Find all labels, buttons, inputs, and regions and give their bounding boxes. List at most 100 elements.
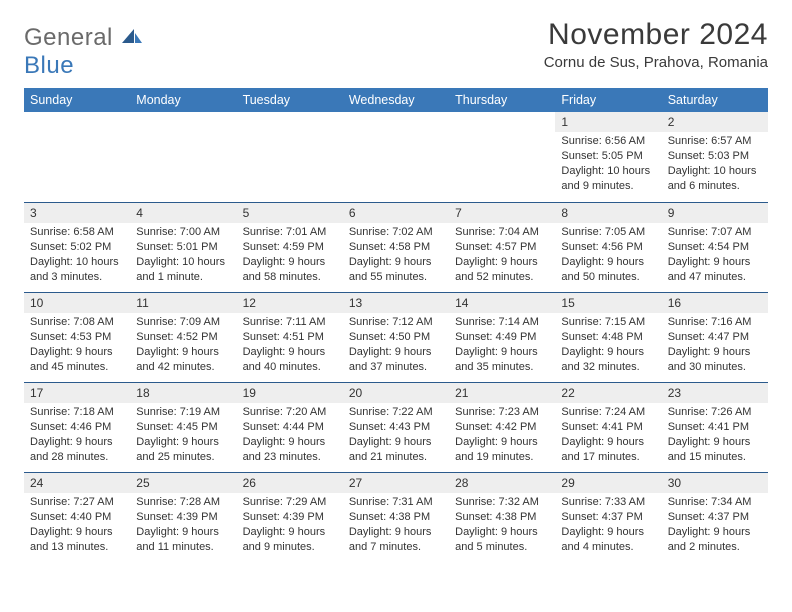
location-text: Cornu de Sus, Prahova, Romania xyxy=(544,54,768,71)
calendar-week-row: 1Sunrise: 6:56 AMSunset: 5:05 PMDaylight… xyxy=(24,112,768,202)
sunset-text: Sunset: 4:41 PM xyxy=(561,420,655,435)
daylight-text: Daylight: 10 hours and 1 minute. xyxy=(136,255,230,285)
sunset-text: Sunset: 4:53 PM xyxy=(30,330,124,345)
day-details: Sunrise: 7:14 AMSunset: 4:49 PMDaylight:… xyxy=(449,313,555,378)
day-number: 12 xyxy=(237,292,343,313)
sunset-text: Sunset: 4:41 PM xyxy=(668,420,762,435)
sunrise-text: Sunrise: 7:32 AM xyxy=(455,495,549,510)
calendar-day-cell: 9Sunrise: 7:07 AMSunset: 4:54 PMDaylight… xyxy=(662,202,768,292)
calendar-empty-cell xyxy=(237,112,343,202)
calendar-day-cell: 13Sunrise: 7:12 AMSunset: 4:50 PMDayligh… xyxy=(343,292,449,382)
day-details: Sunrise: 7:27 AMSunset: 4:40 PMDaylight:… xyxy=(24,493,130,558)
daylight-text: Daylight: 9 hours and 7 minutes. xyxy=(349,525,443,555)
day-details: Sunrise: 7:20 AMSunset: 4:44 PMDaylight:… xyxy=(237,403,343,468)
sunset-text: Sunset: 4:46 PM xyxy=(30,420,124,435)
calendar-day-cell: 21Sunrise: 7:23 AMSunset: 4:42 PMDayligh… xyxy=(449,382,555,472)
sunset-text: Sunset: 4:39 PM xyxy=(243,510,337,525)
day-number: 25 xyxy=(130,472,236,493)
day-details: Sunrise: 6:57 AMSunset: 5:03 PMDaylight:… xyxy=(662,132,768,197)
day-number: 15 xyxy=(555,292,661,313)
calendar-day-cell: 7Sunrise: 7:04 AMSunset: 4:57 PMDaylight… xyxy=(449,202,555,292)
day-details: Sunrise: 7:04 AMSunset: 4:57 PMDaylight:… xyxy=(449,223,555,288)
sunrise-text: Sunrise: 7:19 AM xyxy=(136,405,230,420)
daylight-text: Daylight: 9 hours and 55 minutes. xyxy=(349,255,443,285)
calendar-day-cell: 1Sunrise: 6:56 AMSunset: 5:05 PMDaylight… xyxy=(555,112,661,202)
sunset-text: Sunset: 4:43 PM xyxy=(349,420,443,435)
daylight-text: Daylight: 9 hours and 28 minutes. xyxy=(30,435,124,465)
day-number: 30 xyxy=(662,472,768,493)
sunrise-text: Sunrise: 7:11 AM xyxy=(243,315,337,330)
day-number: 14 xyxy=(449,292,555,313)
calendar-day-cell: 11Sunrise: 7:09 AMSunset: 4:52 PMDayligh… xyxy=(130,292,236,382)
calendar-empty-cell xyxy=(130,112,236,202)
daylight-text: Daylight: 10 hours and 3 minutes. xyxy=(30,255,124,285)
brand-logo: General Blue xyxy=(24,18,142,80)
calendar-day-cell: 25Sunrise: 7:28 AMSunset: 4:39 PMDayligh… xyxy=(130,472,236,562)
calendar-head: SundayMondayTuesdayWednesdayThursdayFrid… xyxy=(24,88,768,112)
sunrise-text: Sunrise: 7:09 AM xyxy=(136,315,230,330)
sunrise-text: Sunrise: 7:33 AM xyxy=(561,495,655,510)
day-details: Sunrise: 7:00 AMSunset: 5:01 PMDaylight:… xyxy=(130,223,236,288)
sunrise-text: Sunrise: 7:04 AM xyxy=(455,225,549,240)
title-block: November 2024 Cornu de Sus, Prahova, Rom… xyxy=(544,18,768,71)
sunrise-text: Sunrise: 7:31 AM xyxy=(349,495,443,510)
day-details: Sunrise: 7:18 AMSunset: 4:46 PMDaylight:… xyxy=(24,403,130,468)
sunrise-text: Sunrise: 6:57 AM xyxy=(668,134,762,149)
daylight-text: Daylight: 9 hours and 42 minutes. xyxy=(136,345,230,375)
calendar-day-cell: 12Sunrise: 7:11 AMSunset: 4:51 PMDayligh… xyxy=(237,292,343,382)
logo-general-text: General xyxy=(24,24,113,51)
day-details: Sunrise: 7:15 AMSunset: 4:48 PMDaylight:… xyxy=(555,313,661,378)
sunset-text: Sunset: 4:37 PM xyxy=(561,510,655,525)
day-details: Sunrise: 7:23 AMSunset: 4:42 PMDaylight:… xyxy=(449,403,555,468)
sunset-text: Sunset: 5:01 PM xyxy=(136,240,230,255)
calendar-day-cell: 23Sunrise: 7:26 AMSunset: 4:41 PMDayligh… xyxy=(662,382,768,472)
sunrise-text: Sunrise: 7:15 AM xyxy=(561,315,655,330)
sunrise-text: Sunrise: 7:00 AM xyxy=(136,225,230,240)
daylight-text: Daylight: 9 hours and 58 minutes. xyxy=(243,255,337,285)
day-number: 4 xyxy=(130,202,236,223)
sunrise-text: Sunrise: 7:23 AM xyxy=(455,405,549,420)
calendar-day-cell: 26Sunrise: 7:29 AMSunset: 4:39 PMDayligh… xyxy=(237,472,343,562)
daylight-text: Daylight: 9 hours and 35 minutes. xyxy=(455,345,549,375)
calendar-empty-cell xyxy=(343,112,449,202)
calendar-page: General Blue November 2024 Cornu de Sus,… xyxy=(0,0,792,612)
daylight-text: Daylight: 9 hours and 50 minutes. xyxy=(561,255,655,285)
daylight-text: Daylight: 9 hours and 9 minutes. xyxy=(243,525,337,555)
daylight-text: Daylight: 9 hours and 21 minutes. xyxy=(349,435,443,465)
day-details: Sunrise: 7:28 AMSunset: 4:39 PMDaylight:… xyxy=(130,493,236,558)
weekday-header: Wednesday xyxy=(343,88,449,112)
day-number: 22 xyxy=(555,382,661,403)
calendar-week-row: 3Sunrise: 6:58 AMSunset: 5:02 PMDaylight… xyxy=(24,202,768,292)
day-number: 10 xyxy=(24,292,130,313)
calendar-day-cell: 6Sunrise: 7:02 AMSunset: 4:58 PMDaylight… xyxy=(343,202,449,292)
calendar-day-cell: 15Sunrise: 7:15 AMSunset: 4:48 PMDayligh… xyxy=(555,292,661,382)
daylight-text: Daylight: 9 hours and 47 minutes. xyxy=(668,255,762,285)
day-number: 8 xyxy=(555,202,661,223)
sunrise-text: Sunrise: 7:20 AM xyxy=(243,405,337,420)
page-header: General Blue November 2024 Cornu de Sus,… xyxy=(24,18,768,80)
day-number: 20 xyxy=(343,382,449,403)
sunrise-text: Sunrise: 7:12 AM xyxy=(349,315,443,330)
logo-blue-text: Blue xyxy=(24,52,74,79)
sunset-text: Sunset: 4:47 PM xyxy=(668,330,762,345)
day-number: 1 xyxy=(555,112,661,132)
calendar-day-cell: 17Sunrise: 7:18 AMSunset: 4:46 PMDayligh… xyxy=(24,382,130,472)
daylight-text: Daylight: 10 hours and 6 minutes. xyxy=(668,164,762,194)
day-number: 24 xyxy=(24,472,130,493)
sunrise-text: Sunrise: 7:02 AM xyxy=(349,225,443,240)
day-details: Sunrise: 7:32 AMSunset: 4:38 PMDaylight:… xyxy=(449,493,555,558)
sunset-text: Sunset: 4:58 PM xyxy=(349,240,443,255)
sunset-text: Sunset: 4:44 PM xyxy=(243,420,337,435)
calendar-week-row: 24Sunrise: 7:27 AMSunset: 4:40 PMDayligh… xyxy=(24,472,768,562)
sunset-text: Sunset: 4:38 PM xyxy=(455,510,549,525)
calendar-day-cell: 24Sunrise: 7:27 AMSunset: 4:40 PMDayligh… xyxy=(24,472,130,562)
day-details: Sunrise: 7:07 AMSunset: 4:54 PMDaylight:… xyxy=(662,223,768,288)
sunrise-text: Sunrise: 7:08 AM xyxy=(30,315,124,330)
calendar-week-row: 17Sunrise: 7:18 AMSunset: 4:46 PMDayligh… xyxy=(24,382,768,472)
daylight-text: Daylight: 9 hours and 52 minutes. xyxy=(455,255,549,285)
sunset-text: Sunset: 4:42 PM xyxy=(455,420,549,435)
day-number: 17 xyxy=(24,382,130,403)
day-number: 11 xyxy=(130,292,236,313)
sunrise-text: Sunrise: 7:34 AM xyxy=(668,495,762,510)
calendar-day-cell: 19Sunrise: 7:20 AMSunset: 4:44 PMDayligh… xyxy=(237,382,343,472)
